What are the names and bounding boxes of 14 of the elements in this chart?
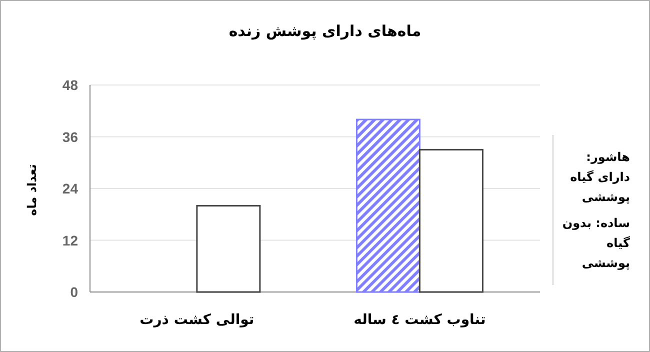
y-tick-label: 0: [70, 284, 78, 300]
text: ساده: بدون گیاه پوششی: [561, 215, 630, 272]
y-tick-label: 24: [62, 180, 78, 196]
y-tick-label: 36: [62, 128, 78, 145]
y-tick-label: 48: [62, 77, 78, 93]
bar: [196, 205, 261, 293]
chart-title: ماه‌های دارای پوشش زنده: [228, 22, 422, 40]
bar: [418, 148, 484, 293]
x-tick-label: توالی کشت ذرت: [140, 312, 254, 328]
y-tick-label: 12: [62, 232, 78, 248]
text: هاشور: دارای گیاه پوششی: [569, 149, 630, 206]
x-tick-label: تناوب کشت ٤ ساله: [354, 312, 486, 328]
y-axis-title: تعداد ماه: [25, 164, 39, 216]
bar: [356, 118, 420, 293]
